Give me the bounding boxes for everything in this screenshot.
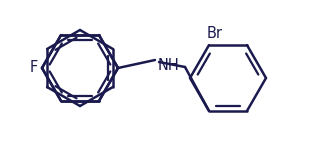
Text: F: F	[30, 60, 38, 75]
Text: Br: Br	[207, 26, 223, 41]
Text: NH: NH	[158, 58, 180, 73]
